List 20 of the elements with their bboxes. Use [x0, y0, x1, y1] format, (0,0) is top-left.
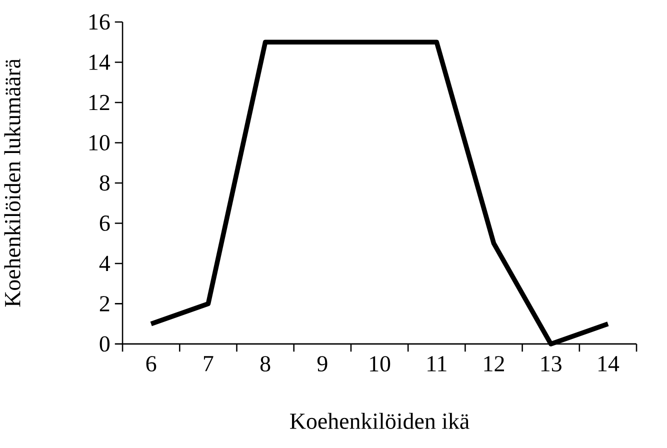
x-tick-label: 9: [317, 356, 328, 372]
y-axis-title: Koehenkilöiden lukumäärä: [4, 58, 20, 307]
y-tick-label: 4: [99, 256, 110, 271]
x-tick-label: 14: [598, 356, 620, 372]
x-tick-label: 8: [260, 356, 270, 372]
y-tick-label: 12: [89, 94, 110, 110]
y-tick-label: 10: [89, 134, 110, 150]
y-tick-label: 8: [100, 175, 110, 191]
y-tick-label: 14: [89, 54, 110, 70]
y-tick-label: 16: [89, 14, 110, 30]
x-tick-label: 11: [428, 356, 446, 372]
x-tick-label: 6: [146, 356, 156, 372]
x-tick-label: 7: [204, 356, 214, 372]
x-tick-label: 12: [484, 356, 504, 372]
x-tick-label: 13: [541, 356, 562, 372]
x-axis-title: Koehenkilöiden ikä: [290, 412, 470, 429]
y-tick-label: 6: [100, 215, 110, 231]
x-tick-label: 10: [370, 356, 390, 372]
y-tick-label: 2: [100, 296, 110, 312]
y-tick-label: 0: [100, 336, 110, 352]
